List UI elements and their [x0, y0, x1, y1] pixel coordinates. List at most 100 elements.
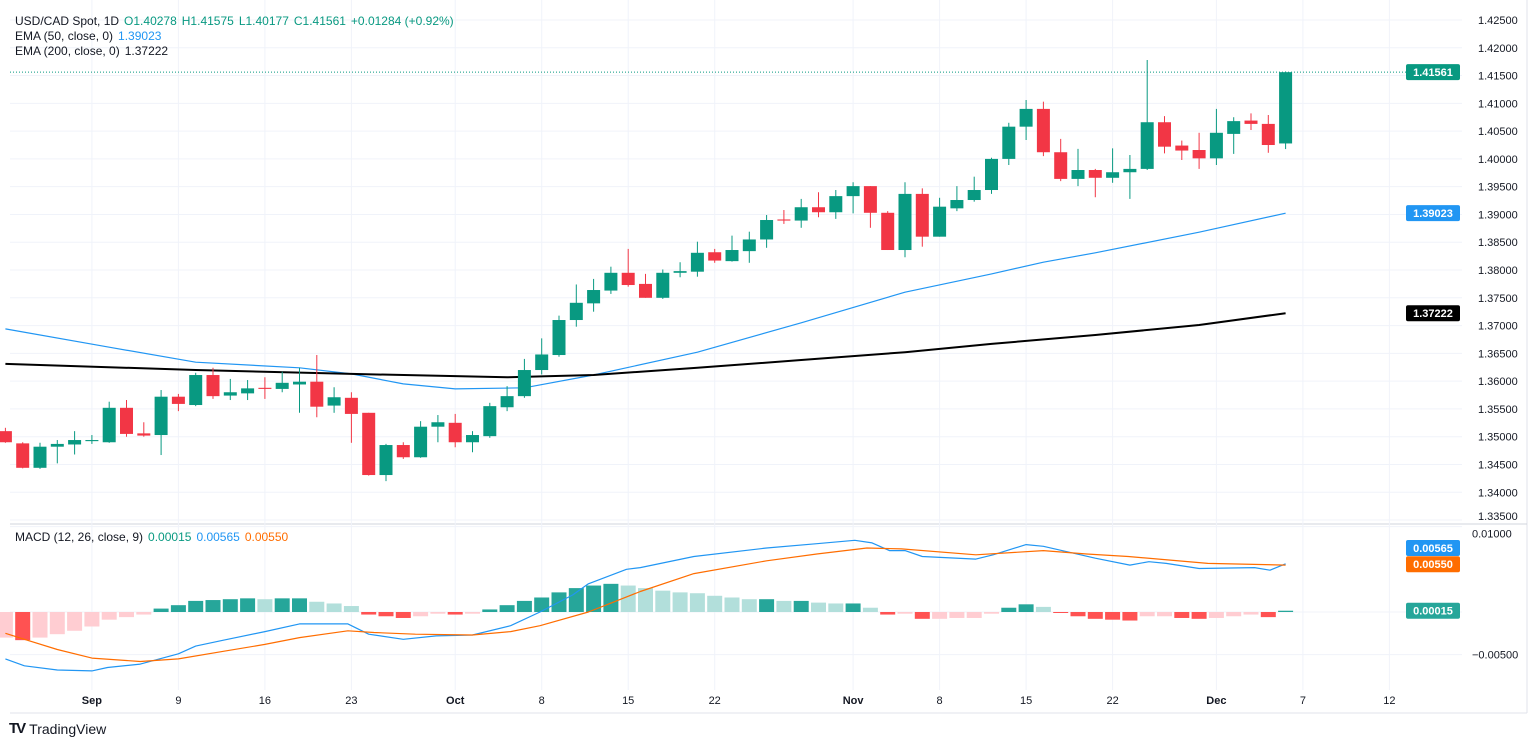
- candle-down[interactable]: [639, 283, 652, 298]
- macd-histogram-bar: [534, 597, 550, 612]
- candle-down[interactable]: [621, 272, 635, 286]
- candle-up[interactable]: [1140, 122, 1154, 169]
- candle-down[interactable]: [1261, 123, 1275, 146]
- macd-histogram-bar: [793, 600, 809, 612]
- macd-histogram-bar: [430, 612, 446, 614]
- candle-up[interactable]: [466, 435, 479, 443]
- candle-up[interactable]: [223, 392, 237, 396]
- candle-up[interactable]: [950, 200, 964, 209]
- candle-up[interactable]: [517, 370, 531, 397]
- candle-up[interactable]: [967, 190, 981, 201]
- candle-down[interactable]: [344, 397, 358, 414]
- candle-up[interactable]: [1123, 168, 1137, 173]
- candle-up[interactable]: [569, 302, 583, 321]
- price-tick-label: 1.42000: [1478, 43, 1518, 55]
- candle-down[interactable]: [310, 381, 324, 407]
- candle-up[interactable]: [379, 445, 393, 476]
- candle-up[interactable]: [535, 354, 549, 371]
- macd-histogram-bar: [49, 612, 65, 635]
- candle-down[interactable]: [362, 412, 376, 476]
- macd-histogram-bar: [1053, 612, 1069, 613]
- macd-histogram-bar: [1070, 612, 1086, 617]
- candle-down[interactable]: [1036, 108, 1050, 153]
- candle-up[interactable]: [760, 220, 774, 240]
- candle-down[interactable]: [16, 443, 30, 468]
- candle-down[interactable]: [171, 396, 185, 404]
- candle-up[interactable]: [794, 207, 808, 221]
- macd-histogram-bar: [724, 597, 740, 612]
- candle-down[interactable]: [1054, 152, 1068, 179]
- time-tick-label: Dec: [1206, 695, 1226, 707]
- candle-down[interactable]: [1158, 122, 1171, 147]
- candle-down[interactable]: [812, 207, 825, 213]
- candle-up[interactable]: [587, 290, 601, 304]
- candle-up[interactable]: [933, 206, 947, 237]
- tradingview-logo[interactable]: TV TradingView: [9, 720, 106, 737]
- candle-up[interactable]: [1279, 72, 1293, 144]
- candle-up[interactable]: [1209, 132, 1223, 159]
- candle-down[interactable]: [777, 219, 791, 221]
- candle-up[interactable]: [68, 440, 82, 445]
- candle-up[interactable]: [1106, 172, 1120, 178]
- candle-up[interactable]: [275, 382, 289, 389]
- candle-down[interactable]: [448, 422, 462, 443]
- candle-down[interactable]: [1192, 150, 1206, 159]
- macd-histogram-bar: [67, 612, 83, 631]
- candle-down[interactable]: [137, 433, 151, 436]
- candle-down[interactable]: [1244, 120, 1258, 124]
- candle-up[interactable]: [690, 252, 704, 272]
- macd-histogram-bar: [326, 603, 342, 612]
- time-tick-label: Nov: [843, 695, 865, 707]
- candle-up[interactable]: [985, 158, 998, 191]
- candle-down[interactable]: [863, 186, 877, 213]
- candle-down[interactable]: [708, 252, 722, 261]
- candle-up[interactable]: [154, 396, 168, 436]
- signal-badge-bg: [1406, 556, 1460, 573]
- candle-down[interactable]: [881, 212, 895, 251]
- candle-up[interactable]: [1071, 170, 1085, 179]
- macd-histogram-bar: [897, 612, 913, 614]
- candle-up[interactable]: [725, 250, 739, 262]
- candle-up[interactable]: [1227, 121, 1241, 134]
- macd-histogram-bar: [136, 612, 152, 615]
- macd-histogram-bar: [516, 600, 532, 612]
- macd-hist-value: 0.00015: [148, 530, 192, 544]
- candle-up[interactable]: [33, 446, 47, 468]
- ema200-legend: EMA (200, close, 0) 1.37222: [15, 44, 173, 59]
- candle-up[interactable]: [829, 196, 843, 213]
- candle-down[interactable]: [258, 387, 272, 389]
- candle-up[interactable]: [431, 422, 445, 427]
- candle-down[interactable]: [120, 407, 133, 434]
- candle-up[interactable]: [500, 396, 514, 408]
- candle-up[interactable]: [327, 397, 341, 406]
- candle-up[interactable]: [552, 320, 566, 356]
- candle-up[interactable]: [1019, 108, 1033, 127]
- price-tick-label: 1.40500: [1478, 126, 1518, 138]
- candle-up[interactable]: [846, 186, 860, 197]
- macd-histogram-bar: [1035, 606, 1051, 612]
- candle-up[interactable]: [1002, 126, 1016, 159]
- candle-up[interactable]: [898, 193, 912, 251]
- candle-up[interactable]: [673, 271, 687, 273]
- candle-up[interactable]: [241, 388, 255, 394]
- candle-down[interactable]: [915, 193, 929, 237]
- low-value: L1.40177: [238, 14, 289, 28]
- candle-up[interactable]: [293, 381, 306, 385]
- price-tick-label: 1.40000: [1478, 154, 1518, 166]
- candle-down[interactable]: [1175, 145, 1189, 151]
- candle-up[interactable]: [189, 375, 203, 406]
- candle-up[interactable]: [604, 272, 618, 291]
- candle-down[interactable]: [1088, 170, 1102, 178]
- candle-down[interactable]: [0, 431, 12, 443]
- candle-up[interactable]: [414, 426, 428, 458]
- candle-up[interactable]: [102, 407, 116, 443]
- candle-up[interactable]: [742, 239, 756, 252]
- candle-up[interactable]: [85, 440, 99, 442]
- candle-up[interactable]: [483, 406, 497, 437]
- macd-histogram-bar: [759, 599, 775, 612]
- candle-down[interactable]: [396, 445, 410, 458]
- candle-up[interactable]: [656, 272, 670, 298]
- candle-up[interactable]: [50, 443, 64, 447]
- candle-down[interactable]: [206, 375, 220, 397]
